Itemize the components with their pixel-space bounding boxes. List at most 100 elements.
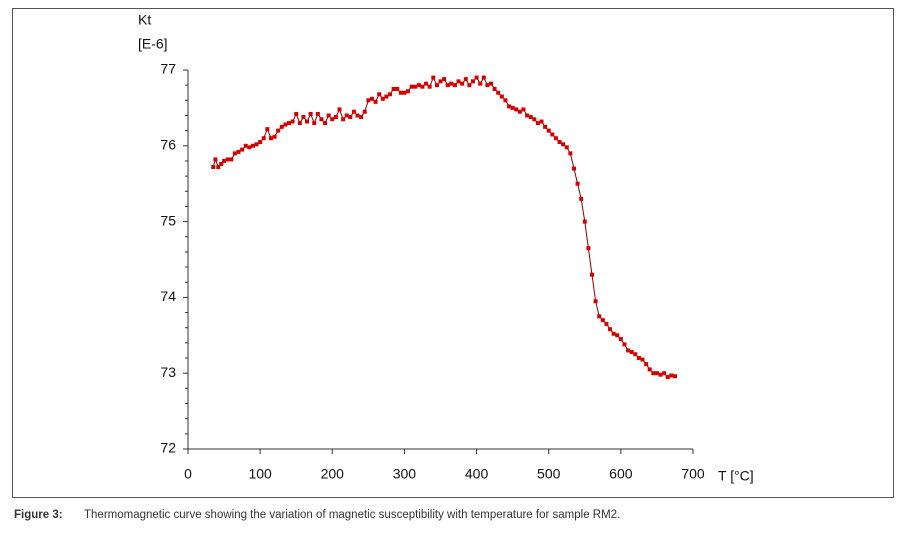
data-point: [351, 109, 356, 114]
data-point: [521, 107, 526, 112]
data-point: [312, 121, 317, 126]
data-point: [561, 142, 566, 147]
data-point: [431, 75, 436, 80]
data-point: [366, 98, 371, 103]
data-point: [216, 165, 221, 170]
data-point: [550, 132, 555, 137]
data-point: [319, 117, 324, 122]
data-point: [240, 147, 245, 152]
data-point: [341, 117, 346, 122]
x-tick-label: 100: [248, 466, 272, 482]
y-tick-label: 73: [160, 364, 176, 380]
y-axis-label: Kt: [138, 12, 151, 28]
data-point: [406, 89, 411, 94]
data-point: [395, 86, 400, 91]
data-point: [294, 111, 299, 116]
data-point: [438, 79, 443, 84]
data-point: [579, 196, 584, 201]
data-point: [539, 119, 544, 124]
data-point: [413, 84, 418, 89]
frame: [12, 8, 894, 498]
data-point: [398, 90, 403, 95]
data-line: [212, 76, 676, 378]
data-point: [597, 314, 602, 319]
data-point: [254, 142, 259, 147]
data-point: [258, 140, 263, 145]
data-point: [456, 79, 461, 84]
data-point: [283, 122, 288, 127]
data-point: [481, 75, 486, 80]
data-point: [348, 114, 353, 119]
data-point: [654, 371, 659, 376]
y-tick-label: 74: [160, 288, 176, 304]
data-point: [575, 181, 580, 186]
data-point: [582, 219, 587, 224]
data-point: [287, 121, 291, 126]
x-axis-label: T [°C]: [718, 468, 754, 484]
x-tick-label: 400: [465, 466, 489, 482]
data-point: [514, 107, 519, 112]
data-point: [485, 83, 490, 88]
data-point: [644, 362, 649, 367]
data-point: [470, 79, 475, 84]
y-tick-label: 75: [160, 212, 176, 228]
data-point: [460, 81, 465, 86]
x-tick-label: 500: [537, 466, 561, 482]
data-point: [543, 124, 548, 129]
data-point: [557, 140, 562, 145]
data-point: [326, 113, 331, 118]
data-point: [463, 77, 468, 82]
data-point: [528, 114, 533, 119]
data-point: [467, 83, 472, 88]
data-point: [604, 321, 609, 326]
data-point: [593, 299, 598, 304]
data-point: [618, 337, 623, 342]
data-point: [626, 348, 631, 353]
data-point: [611, 331, 616, 336]
data-point: [301, 114, 306, 119]
data-point: [290, 119, 295, 124]
data-point: [510, 105, 515, 110]
data-point: [384, 94, 389, 99]
data-point: [478, 81, 483, 86]
caption-label: Figure 3:: [14, 509, 63, 521]
data-point: [315, 111, 320, 116]
data-point: [636, 356, 641, 361]
data-point: [416, 83, 421, 88]
data-point: [276, 128, 281, 133]
data-point: [369, 96, 374, 101]
data-point: [564, 145, 569, 150]
data-point: [229, 157, 234, 162]
data-point: [669, 373, 674, 378]
data-point: [586, 246, 591, 251]
data-point: [651, 371, 656, 376]
data-point: [590, 272, 594, 277]
x-tick-label: 200: [321, 466, 345, 482]
data-point: [222, 158, 227, 163]
data-point: [225, 157, 230, 162]
data-point: [546, 128, 551, 133]
caption-text: Thermomagnetic curve showing the variati…: [84, 509, 621, 521]
data-point: [571, 166, 576, 171]
data-point: [359, 114, 364, 119]
data-point: [380, 96, 385, 101]
data-point: [333, 114, 338, 119]
data-point: [362, 109, 367, 114]
y-tick-label: 76: [160, 137, 176, 153]
data-point: [662, 371, 667, 376]
data-point: [420, 84, 425, 89]
data-point: [640, 357, 645, 362]
data-point: [344, 113, 349, 118]
data-point: [600, 318, 605, 323]
data-point: [532, 117, 537, 122]
data-point: [496, 90, 501, 95]
data-point: [236, 149, 241, 154]
data-point: [305, 119, 310, 124]
data-point: [330, 117, 335, 122]
data-point: [391, 86, 396, 91]
data-point: [474, 75, 479, 80]
data-point: [388, 92, 392, 97]
data-point: [211, 165, 216, 170]
data-point: [452, 83, 457, 88]
